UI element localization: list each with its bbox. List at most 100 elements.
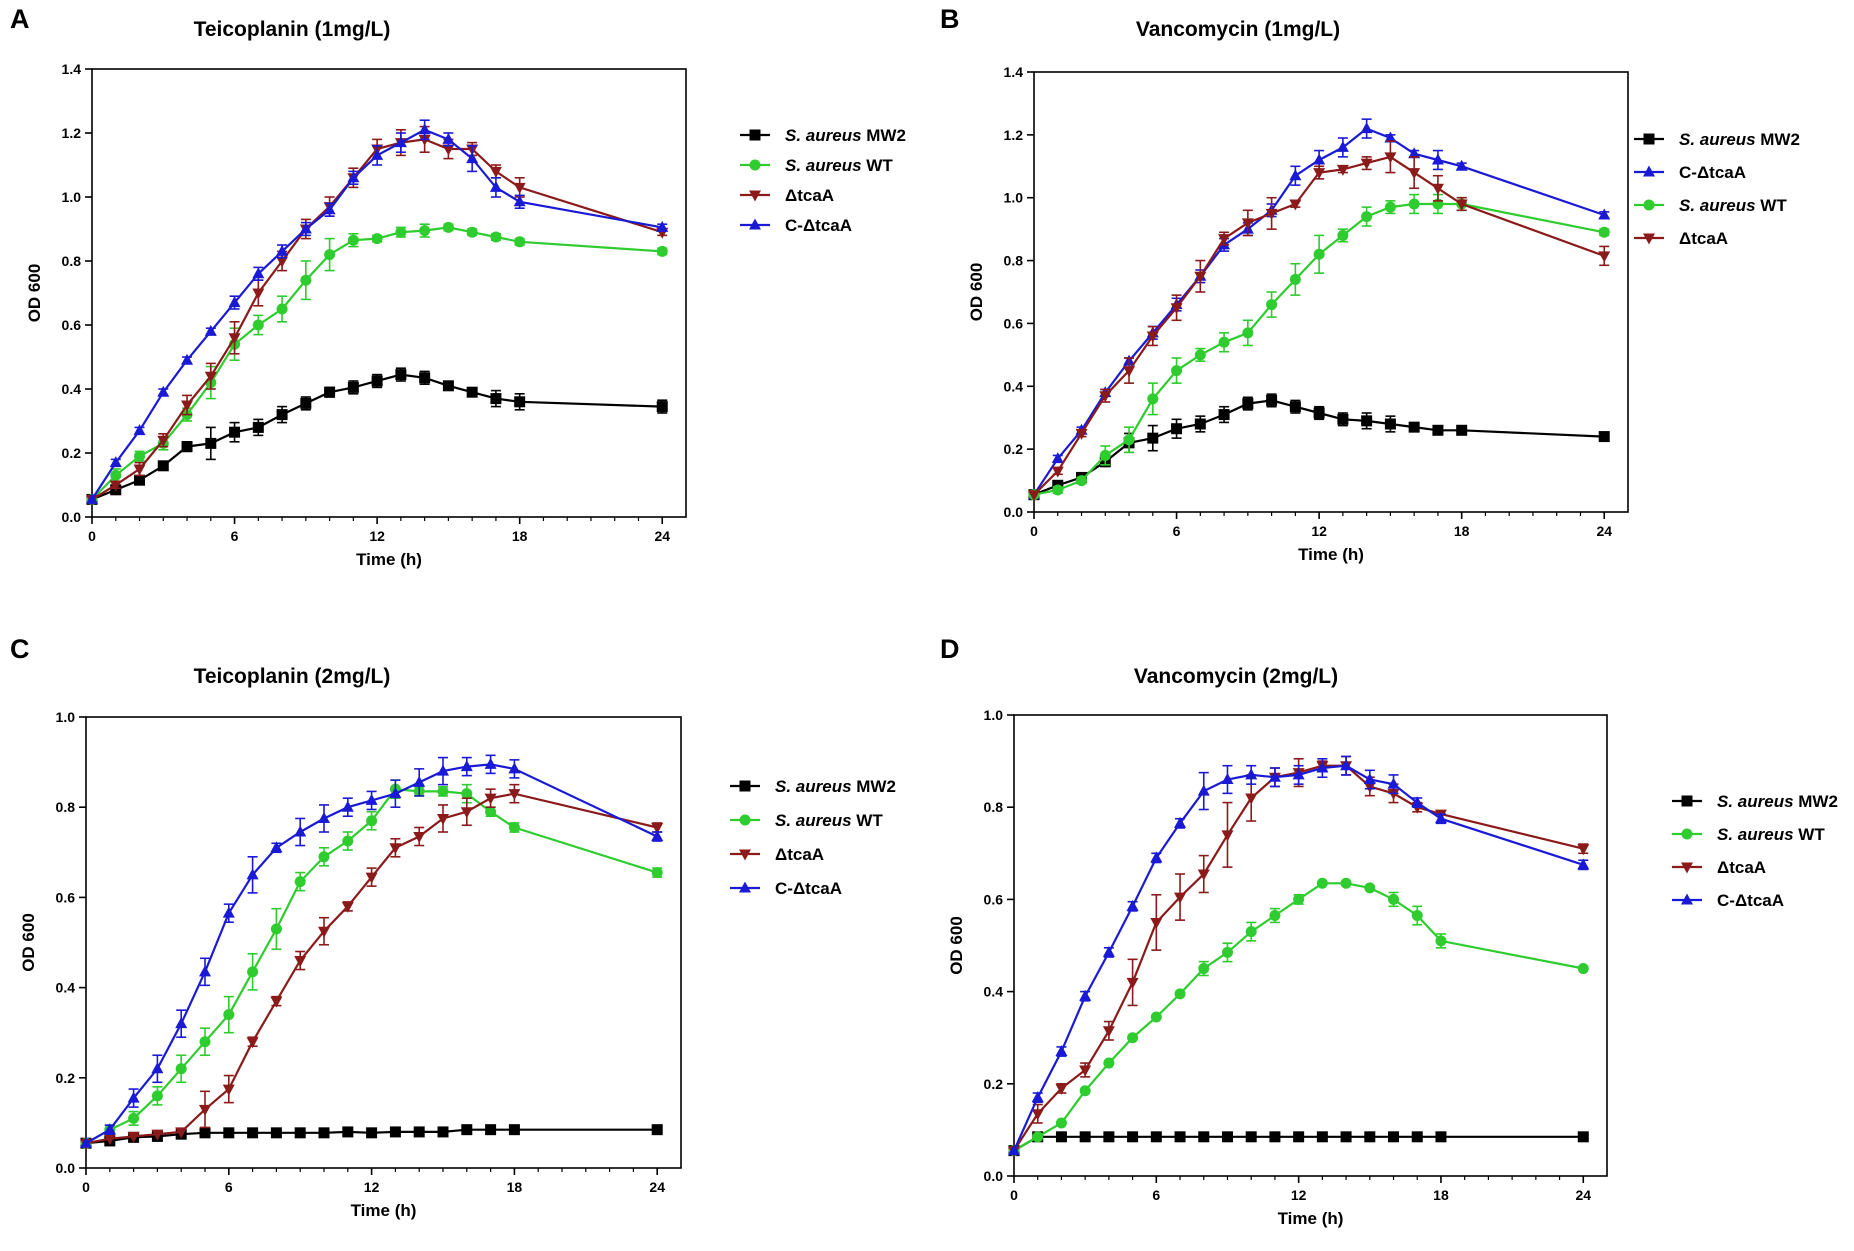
data-point (437, 1126, 449, 1138)
data-point (1198, 1131, 1210, 1143)
legend-label: ΔtcaA (785, 186, 834, 205)
data-point (318, 811, 330, 823)
series-MW2 (1008, 1131, 1589, 1157)
data-point (323, 203, 336, 215)
legend-label: ΔtcaA (1679, 229, 1728, 248)
data-point (1337, 413, 1349, 425)
data-point (1316, 1131, 1328, 1143)
legend-label-text: MW2 (1756, 130, 1800, 149)
data-point (300, 274, 312, 286)
x-axis-label: Time (h) (351, 1201, 417, 1220)
series-line (85, 792, 658, 1145)
legend-label-italic: S. aureus (785, 126, 862, 145)
data-point (276, 409, 288, 421)
data-point (1245, 768, 1258, 780)
series-line (91, 128, 663, 500)
data-point (389, 843, 402, 855)
data-point (247, 1127, 259, 1139)
data-point (1364, 882, 1376, 894)
data-point (342, 835, 354, 847)
data-point (341, 901, 354, 913)
data-point (1102, 945, 1115, 957)
data-point (651, 830, 664, 842)
data-point (1242, 327, 1254, 339)
series-WT (1028, 193, 1610, 501)
data-point (199, 965, 211, 977)
legend-label: S. aureus MW2 (1717, 792, 1838, 811)
data-point (1052, 484, 1064, 496)
data-point (1293, 893, 1305, 905)
series-CdtcaA (86, 119, 669, 504)
data-point (324, 249, 336, 261)
data-point (204, 324, 217, 336)
data-point (1150, 1131, 1162, 1143)
data-point (1218, 336, 1230, 348)
data-point (1221, 773, 1234, 785)
data-point (1361, 211, 1373, 223)
x-axis-label: Time (h) (1298, 545, 1364, 564)
y-tick-label: 0.2 (62, 445, 82, 461)
data-point (389, 787, 402, 799)
data-point (1598, 208, 1611, 220)
legend-label: S. aureus WT (1717, 825, 1825, 844)
y-axis-label: OD 600 (25, 264, 44, 323)
data-point (1577, 963, 1589, 975)
data-point (199, 1036, 211, 1048)
data-point (103, 1134, 116, 1146)
data-point (1123, 366, 1136, 378)
data-point (318, 926, 330, 938)
data-point (1032, 1131, 1044, 1143)
data-point (157, 385, 170, 397)
data-point (1455, 159, 1468, 171)
data-point (341, 800, 354, 812)
legend-label-text: WT (1756, 196, 1788, 215)
data-point (1079, 1065, 1092, 1077)
data-point (1316, 877, 1328, 889)
data-point (466, 152, 479, 164)
data-point (1411, 1131, 1423, 1143)
data-point (1435, 935, 1447, 947)
y-tick-label: 0.0 (1004, 504, 1024, 520)
data-point (157, 460, 169, 472)
data-point (246, 1037, 259, 1049)
data-point (347, 171, 360, 183)
legend-label-text: WT (1794, 825, 1826, 844)
data-point (110, 469, 122, 481)
data-point (80, 1136, 92, 1148)
data-point (1099, 449, 1111, 461)
data-point (1387, 777, 1400, 789)
data-point (1051, 466, 1064, 478)
series-dtcaA (1028, 140, 1611, 502)
data-point (1577, 844, 1590, 856)
data-point (228, 296, 241, 308)
data-point (437, 785, 449, 797)
chart-title: Vancomycin (1mg/L) (1136, 18, 1340, 41)
data-point (1316, 761, 1329, 773)
data-point (461, 1124, 473, 1136)
series-line (91, 373, 663, 501)
data-point (508, 1124, 520, 1136)
data-point (437, 764, 449, 776)
panel-letter: A (10, 4, 30, 34)
data-point (1432, 424, 1444, 436)
data-point (175, 1127, 188, 1139)
data-point (133, 424, 146, 436)
axes-frame (85, 716, 682, 1169)
data-point (270, 996, 283, 1008)
data-point (247, 966, 259, 978)
data-point (1218, 234, 1231, 246)
legend-label: S. aureus WT (1679, 196, 1787, 215)
data-point (489, 166, 502, 178)
legend-label-italic: S. aureus (1679, 130, 1756, 149)
data-point (1361, 415, 1373, 427)
chart-panel-a: A Teicoplanin (1mg/L) 0 6 12 18 24 0.0 0.2 0.4 0.6… (10, 4, 906, 569)
data-point (270, 841, 283, 853)
data-point (252, 421, 264, 433)
panel-letter: C (10, 634, 30, 664)
legend-marker (749, 190, 761, 202)
data-point (371, 148, 384, 160)
x-tick-label: 24 (649, 1179, 665, 1195)
y-tick-label: 0.8 (984, 799, 1004, 815)
data-point (1577, 858, 1590, 870)
